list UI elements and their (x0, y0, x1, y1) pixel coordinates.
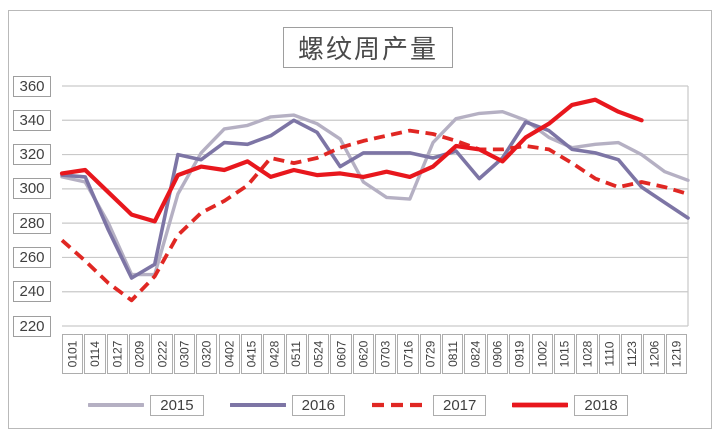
x-axis-label-text: 0824 (468, 340, 483, 368)
x-axis-label-text: 0620 (356, 340, 371, 368)
legend-swatch-2015 (88, 403, 145, 407)
x-axis-label: 0703 (375, 334, 397, 374)
legend-swatch-2016 (229, 402, 286, 408)
x-axis-label-text: 0127 (110, 340, 125, 368)
x-axis-label: 1015 (553, 334, 576, 374)
series-line-2018 (59, 97, 644, 224)
x-axis-label: 1028 (576, 334, 598, 374)
x-axis-label-text: 0114 (88, 341, 103, 367)
x-axis-label: 0729 (419, 334, 442, 374)
x-axis-label: 0209 (129, 334, 151, 374)
x-axis-label-text: 0716 (401, 340, 416, 368)
legend: 2015 2016 2017 2018 (0, 390, 716, 420)
legend-label-2015: 2015 (150, 394, 204, 416)
legend-label-2017: 2017 (433, 394, 487, 416)
y-axis-label: 340 (13, 109, 51, 131)
x-axis-label-text: 0222 (155, 340, 170, 368)
x-axis-label-text: 0811 (445, 341, 460, 367)
x-axis-label-text: 0906 (490, 340, 505, 368)
x-axis-label: 1002 (531, 334, 553, 374)
y-axis-label: 240 (13, 281, 51, 303)
x-axis-label-text: 0428 (266, 340, 281, 368)
y-axis-label: 300 (13, 178, 51, 200)
x-axis-label-text: 0415 (244, 340, 259, 368)
x-axis-label-text: 1015 (557, 340, 572, 368)
x-axis-label-text: 0101 (65, 340, 80, 368)
x-axis-label: 0222 (151, 334, 173, 374)
y-axis-label: 280 (13, 212, 51, 234)
x-axis-label: 0402 (218, 334, 240, 374)
x-axis-label: 0524 (307, 334, 330, 374)
x-axis-label-text: 1206 (646, 340, 661, 368)
x-axis-label: 0307 (173, 334, 196, 374)
x-axis-label-text: 0703 (378, 340, 393, 368)
x-axis-label-text: 0919 (512, 340, 527, 368)
x-axis-label-text: 0209 (132, 340, 147, 368)
x-axis-label: 1206 (643, 334, 665, 374)
x-axis-label: 0811 (442, 334, 464, 374)
series-line-2015 (60, 109, 690, 277)
x-axis-label: 1110 (598, 334, 620, 374)
x-axis-label-text: 0607 (333, 340, 348, 368)
x-axis-label: 0101 (62, 334, 84, 374)
x-axis-label: 0919 (509, 334, 531, 374)
legend-item-2018: 2018 (512, 394, 628, 416)
y-axis-label: 220 (13, 315, 51, 337)
x-axis-label-text: 1123 (624, 341, 639, 367)
chart-title: 螺纹周产量 (297, 34, 438, 64)
x-axis-label: 0127 (106, 334, 129, 374)
y-axis-label: 260 (13, 246, 51, 268)
x-axis-label-text: 1219 (669, 340, 684, 368)
chart-title-box: 螺纹周产量 (283, 27, 453, 68)
x-axis-label: 0620 (352, 334, 374, 374)
x-axis-label: 0906 (486, 334, 509, 374)
x-axis-label-text: 1110 (602, 341, 617, 367)
x-axis-label-text: 0729 (423, 340, 438, 368)
legend-item-2017: 2017 (371, 394, 487, 416)
legend-label-2016: 2016 (291, 394, 345, 416)
y-axis-label: 320 (13, 144, 51, 166)
y-axis-label: 360 (13, 75, 51, 97)
x-axis-label-text: 0320 (199, 340, 214, 368)
legend-item-2015: 2015 (88, 394, 204, 416)
x-axis-label: 0320 (196, 334, 218, 374)
legend-label-2018: 2018 (574, 394, 628, 416)
x-axis-label: 1219 (665, 334, 687, 374)
x-axis-label: 0415 (240, 334, 263, 374)
x-axis-label: 0607 (330, 334, 352, 374)
x-axis-label: 0428 (263, 334, 285, 374)
x-axis-label: 0716 (397, 334, 419, 374)
legend-swatch-2018 (512, 402, 569, 408)
x-axis-label-text: 0307 (177, 340, 192, 368)
x-axis-label-text: 0402 (222, 340, 237, 368)
legend-swatch-2017 (372, 402, 426, 408)
x-axis-label: 0824 (464, 334, 486, 374)
x-axis-label: 0511 (285, 334, 307, 374)
x-axis-label: 0114 (84, 334, 106, 374)
x-axis-label-text: 1028 (579, 340, 594, 368)
x-axis-label-text: 0511 (289, 341, 304, 367)
series-line-2016 (60, 118, 690, 280)
x-axis-label: 1123 (620, 334, 643, 374)
series-line-2017 (60, 128, 689, 303)
legend-item-2016: 2016 (229, 394, 345, 416)
x-axis-label-text: 0524 (311, 340, 326, 368)
x-axis-label-text: 1002 (535, 340, 550, 368)
